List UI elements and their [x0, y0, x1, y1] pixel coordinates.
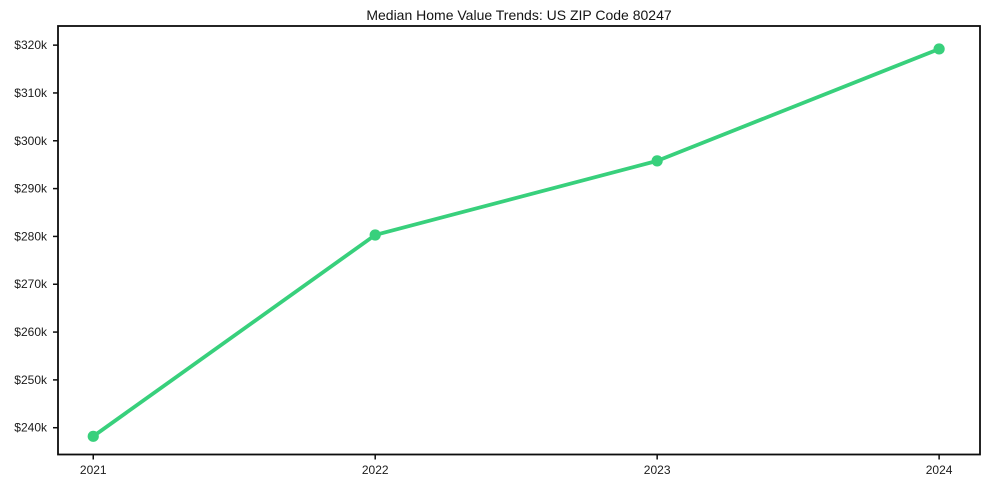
- x-tick-label: 2021: [80, 463, 107, 477]
- y-tick-label: $300k: [14, 134, 48, 148]
- x-tick-label: 2022: [362, 463, 389, 477]
- y-tick-label: $320k: [14, 38, 48, 52]
- y-axis-ticks: $240k $250k $260k $270k $280k $290k $300k $310k…: [14, 38, 58, 435]
- x-tick-label: 2024: [926, 463, 953, 477]
- y-tick-label: $280k: [14, 229, 48, 243]
- line-series: [87, 43, 945, 442]
- y-tick-label: $290k: [14, 182, 48, 196]
- data-point-marker: [87, 430, 99, 442]
- y-tick-label: $310k: [14, 86, 48, 100]
- chart-title: Median Home Value Trends: US ZIP Code 80…: [366, 7, 672, 23]
- y-tick-label: $260k: [14, 325, 48, 339]
- y-tick-label: $250k: [14, 373, 48, 387]
- trend-line: [91, 47, 942, 439]
- y-tick-label: $270k: [14, 277, 48, 291]
- x-tick-label: 2023: [644, 463, 671, 477]
- y-tick-label: $240k: [14, 421, 48, 435]
- data-point-marker: [933, 43, 945, 55]
- plot-border: [57, 25, 981, 456]
- data-point-marker: [369, 229, 381, 241]
- data-point-marker: [651, 155, 663, 167]
- x-axis-ticks: 2021 2022 2023 2024: [80, 454, 953, 477]
